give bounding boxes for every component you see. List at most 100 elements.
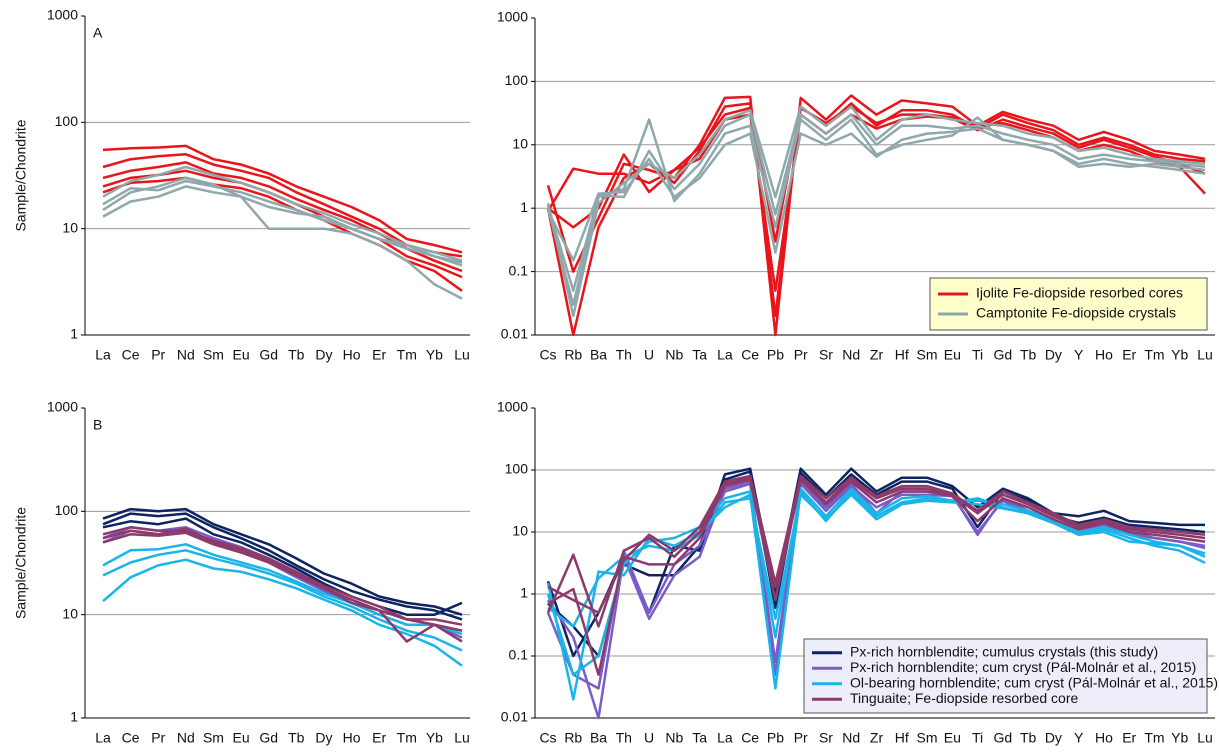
legend-label: Px-rich hornblendite; cumulus crystals (… bbox=[850, 643, 1158, 659]
x-tick-label: Hf bbox=[895, 730, 909, 746]
legend-label: Ol-bearing hornblendite; cum cryst (Pál-… bbox=[850, 674, 1218, 690]
x-tick-label: Eu bbox=[233, 730, 250, 746]
x-tick-label: Zr bbox=[870, 730, 884, 746]
x-tick-label: Er bbox=[372, 347, 386, 363]
x-tick-label: Ho bbox=[343, 730, 361, 746]
x-tick-label: Ce bbox=[122, 730, 140, 746]
data-line bbox=[547, 105, 1206, 243]
x-tick-label: Rb bbox=[564, 730, 582, 746]
x-tick-label: Gd bbox=[259, 730, 278, 746]
x-tick-label: Ce bbox=[741, 347, 759, 363]
x-tick-label: Er bbox=[1122, 347, 1136, 363]
y-tick-label: 100 bbox=[505, 72, 529, 88]
y-tick-label: 0.01 bbox=[501, 326, 528, 342]
x-tick-label: Yb bbox=[426, 730, 443, 746]
x-tick-label: Tm bbox=[397, 730, 417, 746]
data-line bbox=[546, 116, 1206, 307]
x-tick-label: Er bbox=[1122, 730, 1136, 746]
data-line bbox=[102, 549, 463, 652]
y-tick-label: 0.1 bbox=[509, 262, 529, 278]
data-line bbox=[546, 105, 1206, 318]
y-tick-label: 10 bbox=[512, 136, 528, 152]
x-tick-label: Tm bbox=[1144, 347, 1164, 363]
x-tick-label: Ba bbox=[590, 730, 607, 746]
panel-label: A bbox=[93, 25, 103, 41]
x-tick-label: La bbox=[95, 347, 111, 363]
x-tick-label: Zr bbox=[870, 347, 884, 363]
x-tick-label: Pb bbox=[767, 347, 784, 363]
data-line bbox=[546, 113, 1206, 292]
x-tick-label: Tb bbox=[288, 347, 305, 363]
y-tick-label: 1000 bbox=[497, 9, 528, 25]
x-tick-label: Sm bbox=[203, 730, 224, 746]
x-tick-label: Gd bbox=[994, 730, 1013, 746]
x-tick-label: Ce bbox=[741, 730, 759, 746]
x-tick-label: Tb bbox=[1020, 347, 1037, 363]
data-line bbox=[102, 558, 463, 667]
x-tick-label: Pr bbox=[151, 730, 165, 746]
x-tick-label: Pr bbox=[794, 347, 808, 363]
y-axis-label: Sample/Chondrite bbox=[13, 507, 29, 619]
x-tick-label: Gd bbox=[994, 347, 1013, 363]
y-tick-label: 1 bbox=[520, 199, 528, 215]
data-line bbox=[102, 176, 463, 300]
legend-box bbox=[803, 638, 1208, 714]
x-tick-label: Pb bbox=[767, 730, 784, 746]
data-line bbox=[547, 474, 1206, 614]
x-tick-label: Sm bbox=[917, 730, 938, 746]
x-tick-label: Y bbox=[1074, 347, 1084, 363]
x-tick-label: Dy bbox=[1045, 347, 1062, 363]
legend-label: Camptonite Fe-diopside crystals bbox=[976, 305, 1176, 321]
y-tick-label: 1000 bbox=[47, 7, 78, 23]
x-tick-label: U bbox=[644, 730, 654, 746]
x-tick-label: Ti bbox=[972, 730, 983, 746]
x-tick-label: Tm bbox=[1144, 730, 1164, 746]
y-tick-label: 0.01 bbox=[501, 709, 528, 725]
x-tick-label: Ta bbox=[692, 347, 707, 363]
data-line bbox=[102, 531, 463, 643]
x-tick-label: Lu bbox=[1197, 730, 1213, 746]
data-line bbox=[102, 165, 463, 264]
x-tick-label: Nd bbox=[177, 347, 195, 363]
legend-label: Ijolite Fe-diopside resorbed cores bbox=[976, 285, 1183, 301]
x-tick-label: Hf bbox=[895, 347, 909, 363]
y-tick-label: 100 bbox=[55, 113, 79, 129]
x-tick-label: Eu bbox=[944, 730, 961, 746]
data-line bbox=[546, 467, 1205, 658]
legend-label: Px-rich hornblendite; cum cryst (Pál-Mol… bbox=[850, 659, 1196, 675]
x-tick-label: Dy bbox=[315, 347, 332, 363]
y-tick-label: 10 bbox=[62, 219, 78, 235]
x-tick-label: Ti bbox=[972, 347, 983, 363]
y-tick-label: 1 bbox=[70, 326, 78, 342]
y-axis-label: Sample/Chondrite bbox=[13, 119, 29, 231]
x-tick-label: Pr bbox=[794, 730, 808, 746]
x-tick-label: Rb bbox=[564, 347, 582, 363]
x-tick-label: Nd bbox=[177, 730, 195, 746]
x-tick-label: Nd bbox=[842, 730, 860, 746]
data-line bbox=[102, 543, 463, 636]
y-tick-label: 100 bbox=[55, 502, 79, 518]
y-tick-label: 10 bbox=[512, 523, 528, 539]
x-tick-label: Cs bbox=[539, 730, 556, 746]
x-tick-label: Nb bbox=[665, 730, 683, 746]
x-tick-label: Tb bbox=[288, 730, 305, 746]
x-tick-label: Pr bbox=[151, 347, 165, 363]
data-line bbox=[102, 507, 463, 616]
x-tick-label: Tm bbox=[397, 347, 417, 363]
x-tick-label: Lu bbox=[1197, 347, 1213, 363]
x-tick-label: Th bbox=[616, 730, 632, 746]
x-tick-label: Ce bbox=[122, 347, 140, 363]
x-tick-label: Ba bbox=[590, 347, 607, 363]
x-tick-label: Th bbox=[616, 347, 632, 363]
x-tick-label: Lu bbox=[454, 347, 470, 363]
x-tick-label: Sm bbox=[203, 347, 224, 363]
y-tick-label: 1000 bbox=[47, 399, 78, 415]
x-tick-label: Sm bbox=[917, 347, 938, 363]
y-tick-label: 1000 bbox=[497, 399, 528, 415]
y-tick-label: 100 bbox=[505, 461, 529, 477]
data-line bbox=[546, 113, 1206, 292]
data-line bbox=[547, 478, 1206, 676]
panel-label: B bbox=[93, 417, 102, 433]
data-line bbox=[546, 127, 1206, 262]
